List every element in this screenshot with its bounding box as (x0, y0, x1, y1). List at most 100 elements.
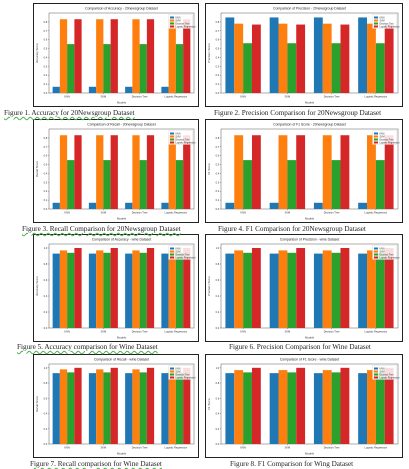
y-tick-label: 0.0 (44, 91, 48, 95)
legend-swatch (170, 250, 174, 253)
bar (367, 370, 376, 444)
y-tick-label: 0.2 (216, 73, 220, 77)
figure-caption-3: Figure 3. Recall Comparison for 20Newsgr… (22, 225, 181, 233)
plot-frame (220, 243, 399, 329)
y-tick-label: 0.4 (44, 294, 48, 298)
y-tick-label: 0.2 (44, 189, 48, 193)
y-tick-label: 0.5 (44, 47, 48, 51)
bar (161, 373, 169, 444)
bar (67, 252, 75, 328)
bar (251, 24, 261, 93)
legend-swatch (170, 373, 174, 376)
legend-swatch (170, 19, 174, 22)
legend-label: KNN (380, 133, 385, 135)
accuracy-20newsgroup-chart: Comparison of Accuracy - 20newsgroup Dat… (35, 7, 197, 105)
bar (175, 160, 184, 209)
legend-swatch (170, 256, 174, 259)
bar (183, 367, 191, 444)
bar (59, 250, 68, 328)
bar (225, 202, 235, 209)
plot-frame (220, 12, 399, 94)
bar (52, 202, 60, 209)
x-tick-label: Decision Tree (324, 330, 340, 334)
bar (168, 250, 176, 328)
bar (278, 135, 288, 209)
y-tick-label: 0.0 (44, 442, 48, 446)
bar (358, 17, 368, 94)
legend-label: Logistic Regression (176, 25, 197, 28)
legend-label: Decision Tree (176, 253, 191, 256)
y-tick-label: 0.4 (216, 55, 220, 59)
y-tick-label: 0.0 (216, 207, 220, 211)
bar (110, 19, 118, 93)
y-tick-label: 0.3 (44, 64, 48, 68)
chart-panel-1: Comparison of Accuracy - 20newsgroup Dat… (33, 3, 199, 107)
y-tick-label: 0.0 (216, 91, 220, 95)
y-tick-label: 0.8 (44, 20, 48, 24)
bar (175, 252, 184, 328)
bar (161, 86, 169, 93)
x-axis-label: Models (117, 452, 127, 456)
bar (243, 252, 252, 328)
y-tick-label: 0.4 (44, 171, 48, 175)
legend-swatch (170, 247, 174, 250)
y-tick-label: 0.7 (44, 145, 48, 149)
x-axis-label: Models (117, 217, 127, 221)
x-axis-label: Models (117, 336, 127, 340)
y-tick-label: 0.5 (216, 163, 220, 167)
y-tick-label: 0.4 (216, 412, 220, 416)
y-tick-label: 0.3 (44, 180, 48, 184)
chart-panel-2: Comparison of Precision - 20newsgroup Da… (205, 3, 403, 107)
plot-frame (220, 363, 399, 445)
bar (103, 372, 111, 444)
bar (367, 250, 376, 328)
x-tick-label: SVM (285, 211, 291, 215)
bar (296, 248, 306, 328)
x-tick-label: Logistic Regression (165, 211, 188, 215)
legend-label: Decision Tree (176, 138, 191, 141)
x-axis-label: Models (305, 217, 315, 221)
chart-title: Comparison of Recall - 20newsgroup Datas… (87, 123, 155, 127)
x-tick-label: SVM (285, 330, 291, 334)
bar (96, 135, 104, 209)
bar (139, 160, 147, 209)
x-axis-label: Models (305, 452, 315, 456)
legend-box (372, 365, 397, 380)
recall-20newsgroup-chart: Comparison of Recall - 20newsgroup Datas… (35, 123, 196, 221)
x-tick-label: SVM (285, 446, 291, 450)
bar (367, 23, 376, 94)
legend-label: Decision Tree (380, 22, 395, 25)
bar (132, 19, 140, 93)
bar (103, 44, 111, 93)
figure-caption-1: Figure 1. Accuracy for 20Newsgroup Datas… (4, 109, 135, 117)
bar (243, 43, 252, 93)
legend-swatch (374, 138, 378, 141)
x-tick-label: SVM (101, 95, 107, 99)
legend-label: KNN (380, 17, 385, 19)
chart-title: Comparison of Recall - wine Dataset (94, 358, 149, 362)
bar (331, 43, 341, 93)
bar (278, 250, 288, 328)
legend-box (372, 245, 397, 260)
bar (96, 19, 104, 93)
bar (52, 253, 60, 328)
legend-swatch (170, 16, 174, 19)
x-tick-label: KNN (240, 95, 246, 99)
legend-label: Decision Tree (176, 22, 191, 25)
y-tick-label: 0.4 (44, 55, 48, 59)
y-tick-label: 0.6 (216, 278, 220, 282)
plot-frame (48, 243, 195, 329)
y-tick-label: 0.6 (44, 38, 48, 42)
figure-caption-7: Figure 7. Recall comparison for Wine Dat… (30, 460, 162, 468)
bar (168, 135, 176, 209)
bar (110, 135, 118, 209)
figure-caption-5: Figure 5. Accuracy comparison for Wine D… (17, 343, 158, 351)
y-tick-label: 0.0 (216, 326, 220, 330)
bar (67, 160, 75, 209)
bar (103, 252, 111, 328)
bar (74, 248, 82, 328)
y-tick-label: 0.4 (216, 171, 220, 175)
y-tick-label: 0.6 (44, 396, 48, 400)
bar (146, 367, 155, 444)
bar (313, 253, 323, 328)
